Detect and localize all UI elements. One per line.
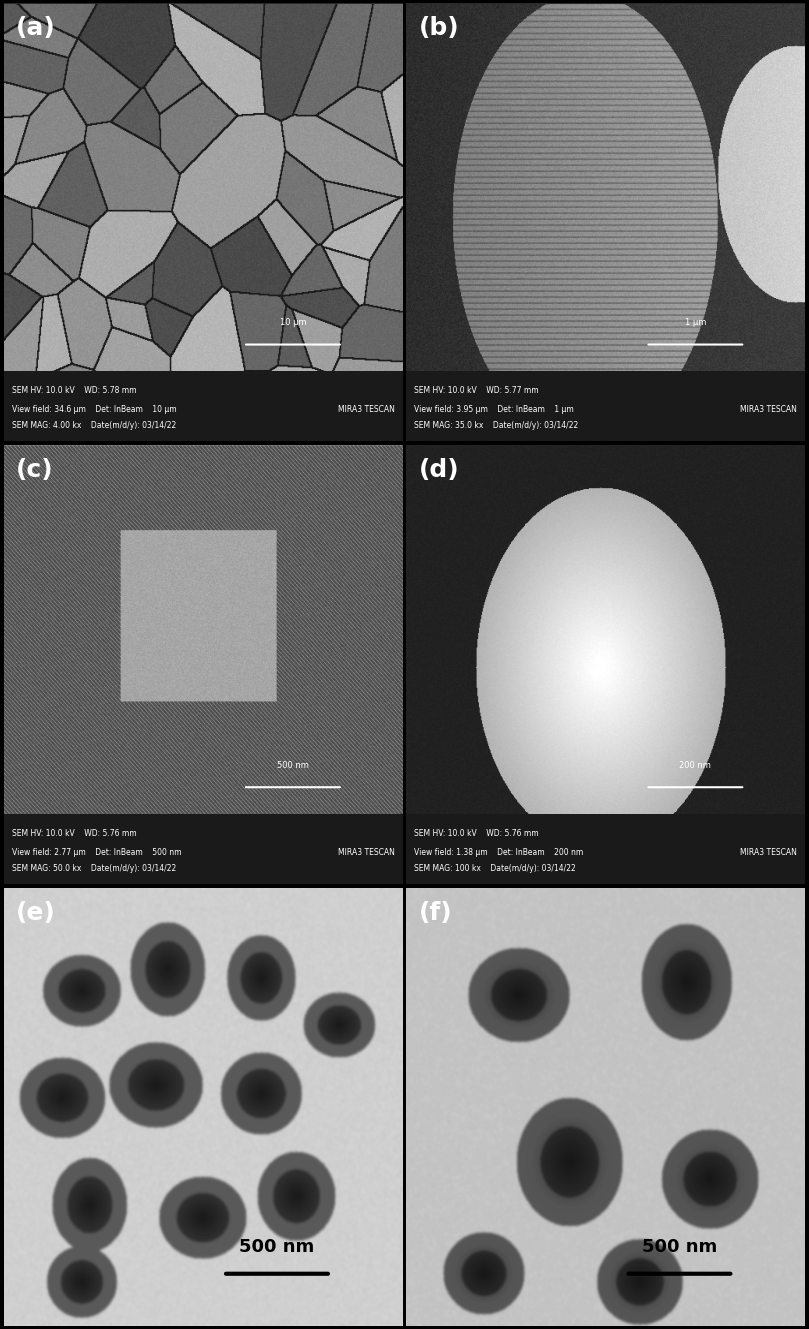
Text: (c): (c) [16,459,53,482]
Text: View field: 34.6 µm    Det: InBeam    10 µm: View field: 34.6 µm Det: InBeam 10 µm [12,405,176,413]
Text: (b): (b) [418,16,459,40]
Text: MIRA3 TESCAN: MIRA3 TESCAN [337,405,395,413]
Bar [406,813,805,884]
Text: SEM MAG: 100 kx    Date(m/d/y): 03/14/22: SEM MAG: 100 kx Date(m/d/y): 03/14/22 [414,864,576,873]
Text: SEM HV: 10.0 kV    WD: 5.76 mm: SEM HV: 10.0 kV WD: 5.76 mm [414,829,539,837]
Text: (f): (f) [418,901,452,925]
Text: SEM MAG: 50.0 kx    Date(m/d/y): 03/14/22: SEM MAG: 50.0 kx Date(m/d/y): 03/14/22 [12,864,176,873]
Text: SEM MAG: 35.0 kx    Date(m/d/y): 03/14/22: SEM MAG: 35.0 kx Date(m/d/y): 03/14/22 [414,421,578,431]
Text: View field: 1.38 µm    Det: InBeam    200 nm: View field: 1.38 µm Det: InBeam 200 nm [414,848,584,857]
Text: 200 nm: 200 nm [680,760,711,769]
Text: 500 nm: 500 nm [239,1239,315,1256]
Text: SEM HV: 10.0 kV    WD: 5.76 mm: SEM HV: 10.0 kV WD: 5.76 mm [12,829,137,837]
Text: MIRA3 TESCAN: MIRA3 TESCAN [740,848,797,857]
Text: (a): (a) [16,16,56,40]
Bar [4,813,403,884]
Text: View field: 3.95 µm    Det: InBeam    1 µm: View field: 3.95 µm Det: InBeam 1 µm [414,405,574,413]
Text: SEM HV: 10.0 kV    WD: 5.78 mm: SEM HV: 10.0 kV WD: 5.78 mm [12,385,137,395]
Text: SEM HV: 10.0 kV    WD: 5.77 mm: SEM HV: 10.0 kV WD: 5.77 mm [414,385,539,395]
Bar [4,371,403,441]
Text: MIRA3 TESCAN: MIRA3 TESCAN [337,848,395,857]
Text: SEM MAG: 4.00 kx    Date(m/d/y): 03/14/22: SEM MAG: 4.00 kx Date(m/d/y): 03/14/22 [12,421,176,431]
Text: (d): (d) [418,459,459,482]
Text: View field: 2.77 µm    Det: InBeam    500 nm: View field: 2.77 µm Det: InBeam 500 nm [12,848,181,857]
Text: MIRA3 TESCAN: MIRA3 TESCAN [740,405,797,413]
Text: 1 µm: 1 µm [684,318,706,327]
Text: 500 nm: 500 nm [642,1239,717,1256]
Text: (e): (e) [16,901,56,925]
Text: 10 µm: 10 µm [280,318,307,327]
Bar [406,371,805,441]
Text: 500 nm: 500 nm [277,760,309,769]
